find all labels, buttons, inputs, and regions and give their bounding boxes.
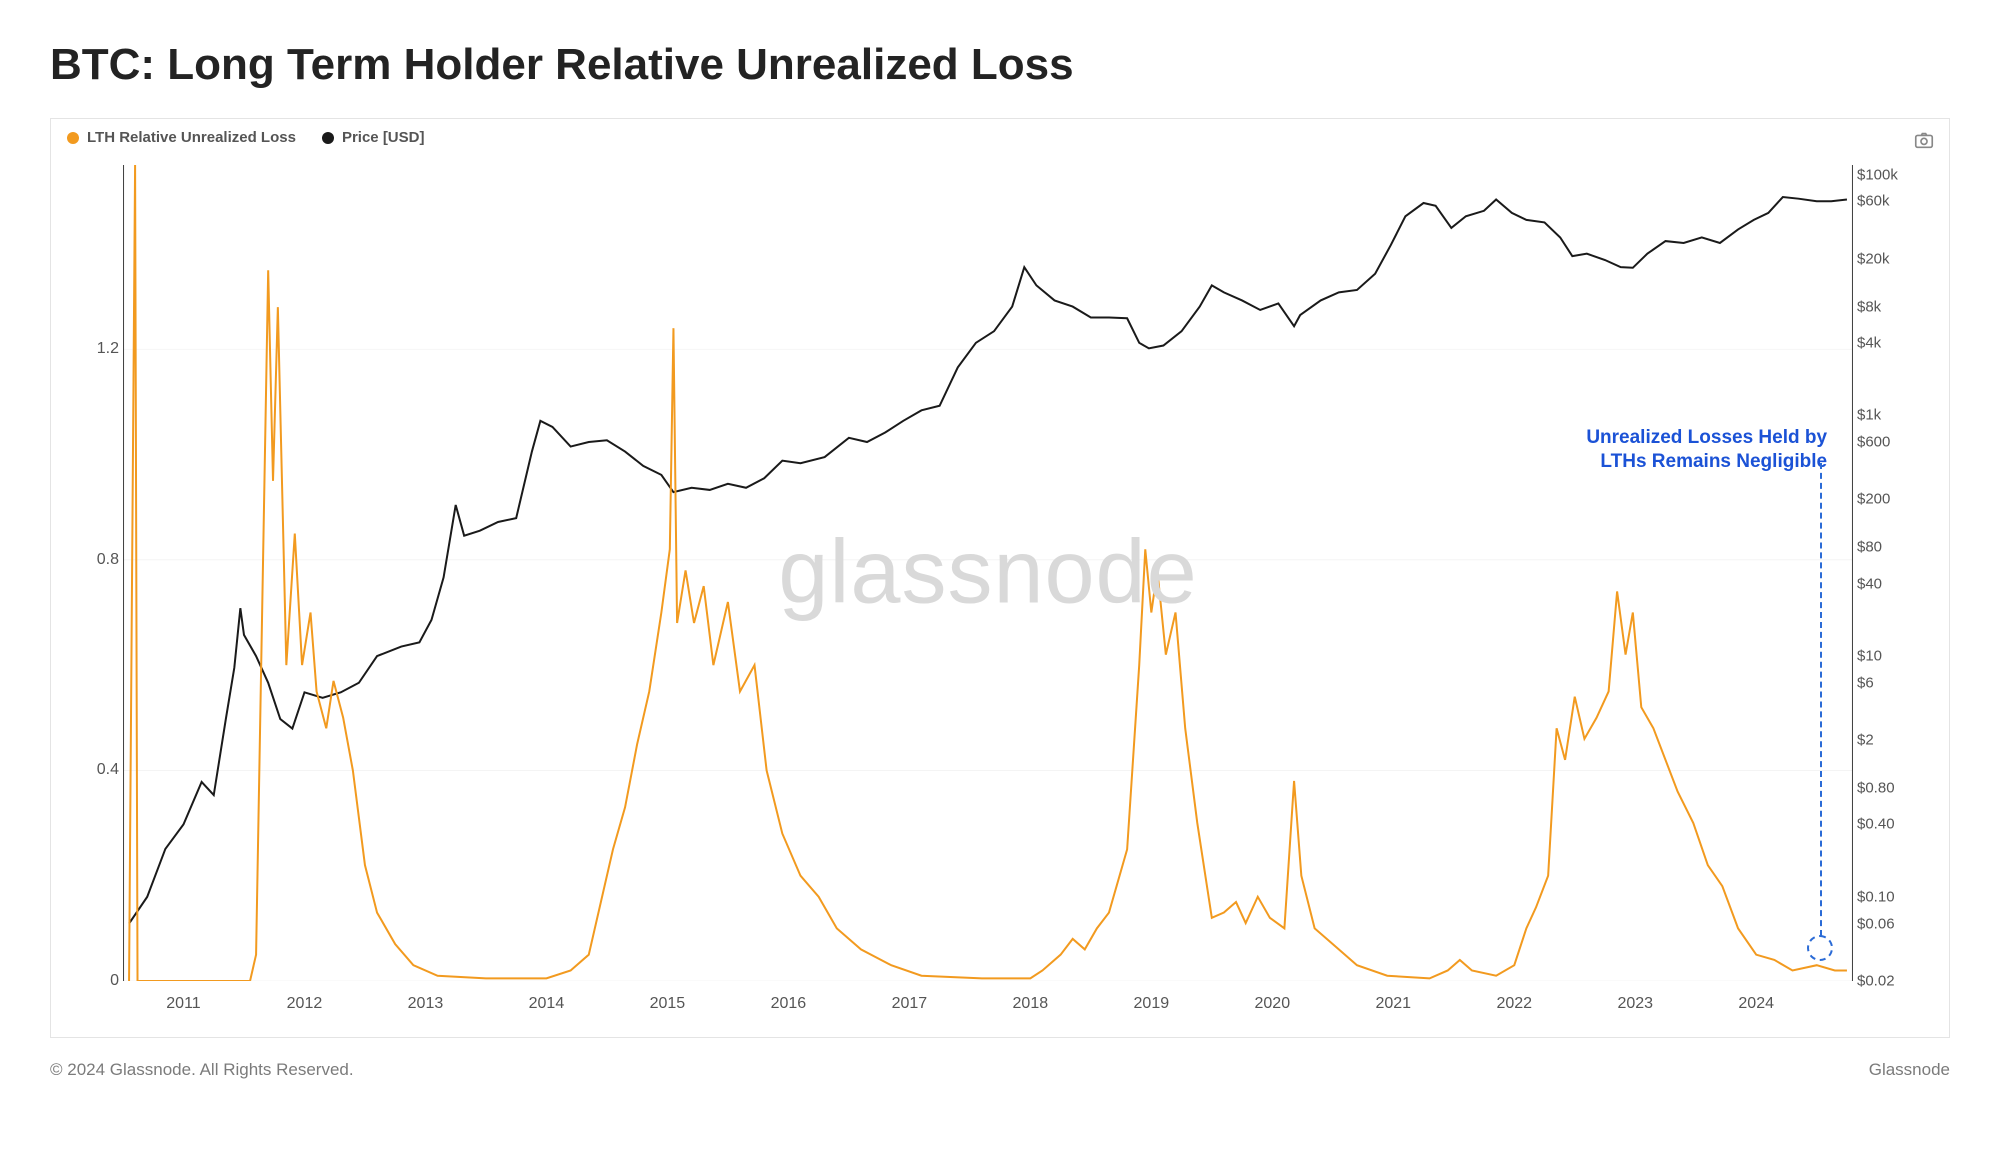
- x-tick-label: 2022: [1496, 995, 1532, 1013]
- page-title: BTC: Long Term Holder Relative Unrealize…: [50, 40, 1950, 90]
- y-right-tick-label: $10: [1857, 648, 1882, 665]
- y-left-tick-label: 0.4: [61, 761, 119, 779]
- footer: © 2024 Glassnode. All Rights Reserved. G…: [50, 1060, 1950, 1080]
- x-tick-label: 2017: [892, 995, 928, 1013]
- x-axis-labels: 2011 2012 2013 2014 2015 2016 2017 2018 2019 2020…: [123, 995, 1853, 1019]
- x-tick-label: 2020: [1255, 995, 1291, 1013]
- x-tick-label: 2018: [1013, 995, 1049, 1013]
- x-tick-label: 2013: [408, 995, 444, 1013]
- y-right-axis-labels: $0.02$0.06$0.10$0.40$0.80$2$6$10$40$80$2…: [1857, 165, 1935, 981]
- annotation-leader-line: [1820, 463, 1822, 936]
- legend-item-loss: LTH Relative Unrealized Loss: [67, 129, 296, 146]
- y-right-tick-label: $20k: [1857, 250, 1890, 267]
- y-right-tick-label: $60k: [1857, 193, 1890, 210]
- y-right-tick-label: $2: [1857, 732, 1874, 749]
- screenshot-icon[interactable]: [1913, 129, 1935, 151]
- x-tick-label: 2015: [650, 995, 686, 1013]
- y-right-tick-label: $100k: [1857, 166, 1898, 183]
- x-tick-label: 2024: [1738, 995, 1774, 1013]
- y-right-tick-label: $0.40: [1857, 816, 1895, 833]
- y-left-tick-label: 1.2: [61, 340, 119, 358]
- legend-label-loss: LTH Relative Unrealized Loss: [87, 129, 296, 146]
- y-right-tick-label: $200: [1857, 491, 1890, 508]
- annotation-text: Unrealized Losses Held by LTHs Remains N…: [1586, 426, 1827, 474]
- x-tick-label: 2023: [1617, 995, 1653, 1013]
- brand-text: Glassnode: [1869, 1060, 1950, 1080]
- copyright-text: © 2024 Glassnode. All Rights Reserved.: [50, 1060, 354, 1080]
- y-right-tick-label: $40: [1857, 575, 1882, 592]
- annotation-marker: [1807, 935, 1833, 961]
- y-right-tick-label: $1k: [1857, 407, 1881, 424]
- legend-dot-price: [322, 132, 334, 144]
- y-left-tick-label: 0: [61, 972, 119, 990]
- y-right-tick-label: $600: [1857, 434, 1890, 451]
- x-tick-label: 2019: [1134, 995, 1170, 1013]
- y-right-tick-label: $0.80: [1857, 780, 1895, 797]
- legend: LTH Relative Unrealized Loss Price [USD]: [51, 119, 1949, 154]
- y-right-tick-label: $4k: [1857, 334, 1881, 351]
- x-tick-label: 2011: [166, 995, 200, 1013]
- x-tick-label: 2021: [1375, 995, 1411, 1013]
- y-left-tick-label: 0.8: [61, 551, 119, 569]
- plot-area: glassnode Unrealized Losses Held by LTHs…: [123, 165, 1853, 981]
- legend-item-price: Price [USD]: [322, 129, 425, 146]
- x-tick-label: 2012: [287, 995, 323, 1013]
- chart-svg: [123, 165, 1853, 981]
- y-right-tick-label: $6: [1857, 674, 1874, 691]
- x-tick-label: 2014: [529, 995, 565, 1013]
- chart-frame: LTH Relative Unrealized Loss Price [USD]…: [50, 118, 1950, 1038]
- y-right-tick-label: $80: [1857, 539, 1882, 556]
- annotation-line2: LTHs Remains Negligible: [1586, 450, 1827, 474]
- y-right-tick-label: $0.06: [1857, 915, 1895, 932]
- y-right-tick-label: $0.10: [1857, 888, 1895, 905]
- legend-label-price: Price [USD]: [342, 129, 425, 146]
- y-right-tick-label: $0.02: [1857, 973, 1895, 990]
- legend-dot-loss: [67, 132, 79, 144]
- annotation-line1: Unrealized Losses Held by: [1586, 426, 1827, 450]
- y-right-tick-label: $8k: [1857, 298, 1881, 315]
- y-left-axis-labels: 00.40.81.2: [61, 165, 119, 981]
- x-tick-label: 2016: [771, 995, 807, 1013]
